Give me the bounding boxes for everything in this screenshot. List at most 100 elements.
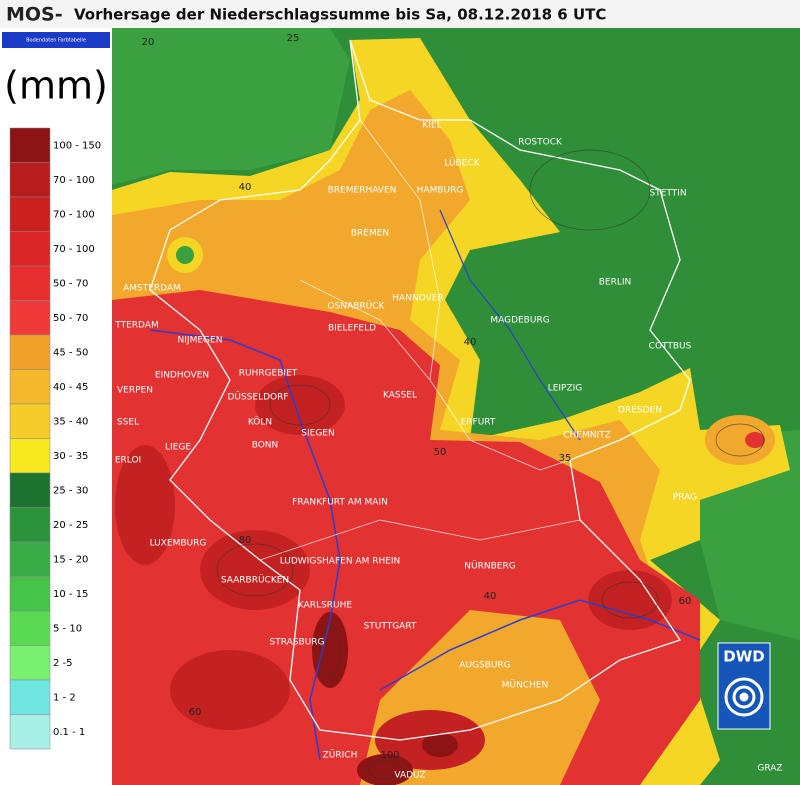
city-label: VADUZ [394,771,425,781]
legend-label: 30 - 35 [53,451,88,462]
legend-label: 70 - 100 [53,209,95,220]
legend-swatch [9,679,51,715]
legend-swatch [9,231,51,267]
city-label: NIJMEGEN [178,336,223,346]
map: KIEL ROSTOCK LÜBECK BREMERHAVEN HAMBURG STETT… [112,28,800,785]
legend-label: 25 - 30 [53,485,88,496]
area-max [357,754,413,785]
city-label: COTTBUS [649,342,692,352]
city-label: TTERDAM [114,321,158,331]
city-label: HANNOVER [392,294,443,304]
isoline [529,149,651,231]
contour-label: 60 [679,596,692,607]
city-label: KARLSRUHE [298,601,352,611]
contour-label: 40 [239,182,252,193]
city-label: HAMBURG [417,186,464,196]
river [149,329,341,761]
area-dark-red [200,530,310,610]
city-label: OSNABRÜCK [328,301,386,312]
city-label: BONN [252,441,279,451]
isoline [601,581,659,619]
legend-swatch [9,334,51,370]
area-max [312,612,348,688]
city-label: VERPEN [117,386,153,396]
legend-swatch [9,576,51,612]
contour-label: 50 [434,447,447,458]
legend-label: 70 - 100 [53,244,95,255]
city-label: DRESDEN [618,406,662,416]
legend-swatch [9,369,51,405]
contour-label: 35 [559,453,572,464]
city-label: EINDHOVEN [155,371,209,381]
city-label: ERFURT [461,418,496,428]
contour-label: 25 [287,33,300,44]
legend-label: 20 - 25 [53,520,88,531]
legend-swatch [9,714,51,750]
city-label: BREMERHAVEN [328,186,397,196]
border [149,39,691,741]
area-dark-red [115,445,175,565]
city-label: DÜSSELDORF [227,392,288,403]
city-label: SAARBRÜCKEN [221,575,289,586]
city-label: SSEL [117,418,139,428]
legend-swatch [9,541,51,577]
legend-swatch [9,472,51,508]
city-label: KÖLN [248,417,272,428]
isoline [216,543,294,597]
isoline [368,760,402,780]
legend-label: 10 - 15 [53,589,88,600]
contour-label: 20 [142,37,155,48]
legend-label: 45 - 50 [53,347,88,358]
city-label: LEIPZIG [548,384,583,394]
legend-label: 35 - 40 [53,416,88,427]
city-label: LUXEMBURG [150,539,207,549]
river [439,209,581,441]
city-label: NÜRNBERG [464,561,515,572]
legend-unit: (mm) [4,64,108,108]
city-label: LUDWIGSHAFEN AM RHEIN [280,557,401,567]
legend-swatch [9,300,51,336]
contour-label: 80 [239,535,252,546]
city-label: BERLIN [599,278,632,288]
legend-label: 100 - 150 [53,140,101,151]
city-label: LIEGE [165,443,191,453]
legend-swatch [9,507,51,543]
legend-label: 5 - 10 [53,623,82,634]
city-label: AMSTERDAM [123,284,181,294]
area-green [176,246,194,264]
city-label: BIELEFELD [328,324,376,334]
city-label: KIEL [422,121,441,131]
isoline [269,384,331,426]
city-label: SIEGEN [301,429,334,439]
city-label: AUGSBURG [459,661,510,671]
legend-label: 50 - 70 [53,313,88,324]
area-dark-red [170,650,290,730]
city-label: MÜNCHEN [502,680,549,691]
city-label: STRASBURG [270,638,325,648]
legend-label: 40 - 45 [53,382,88,393]
legend-swatch [9,610,51,646]
area-dark-red [588,570,672,630]
title-bar [0,0,800,28]
legend-caption-box [2,32,110,48]
city-label: BREMEN [351,229,389,239]
city-label: ZÜRICH [323,750,358,761]
legend-swatch [9,403,51,439]
area-dark-red [255,375,345,435]
city-label: KASSEL [383,391,417,401]
isoline [319,623,341,677]
logo-swirl [724,677,764,717]
logo-text: DWD [723,648,764,666]
city-label: GRAZ [757,764,782,774]
legend-label: 70 - 100 [53,175,95,186]
legend: 100 - 150 70 - 100 70 - 100 70 - 100 50 - 70… [9,127,101,750]
city-label: LÜBECK [444,158,480,169]
contour-label: 40 [484,591,497,602]
border [259,119,581,561]
legend-swatch [9,196,51,232]
area-red [745,432,765,448]
contour-label: 60 [189,707,202,718]
city-label: PRAG [673,493,697,503]
area-green [112,28,350,185]
